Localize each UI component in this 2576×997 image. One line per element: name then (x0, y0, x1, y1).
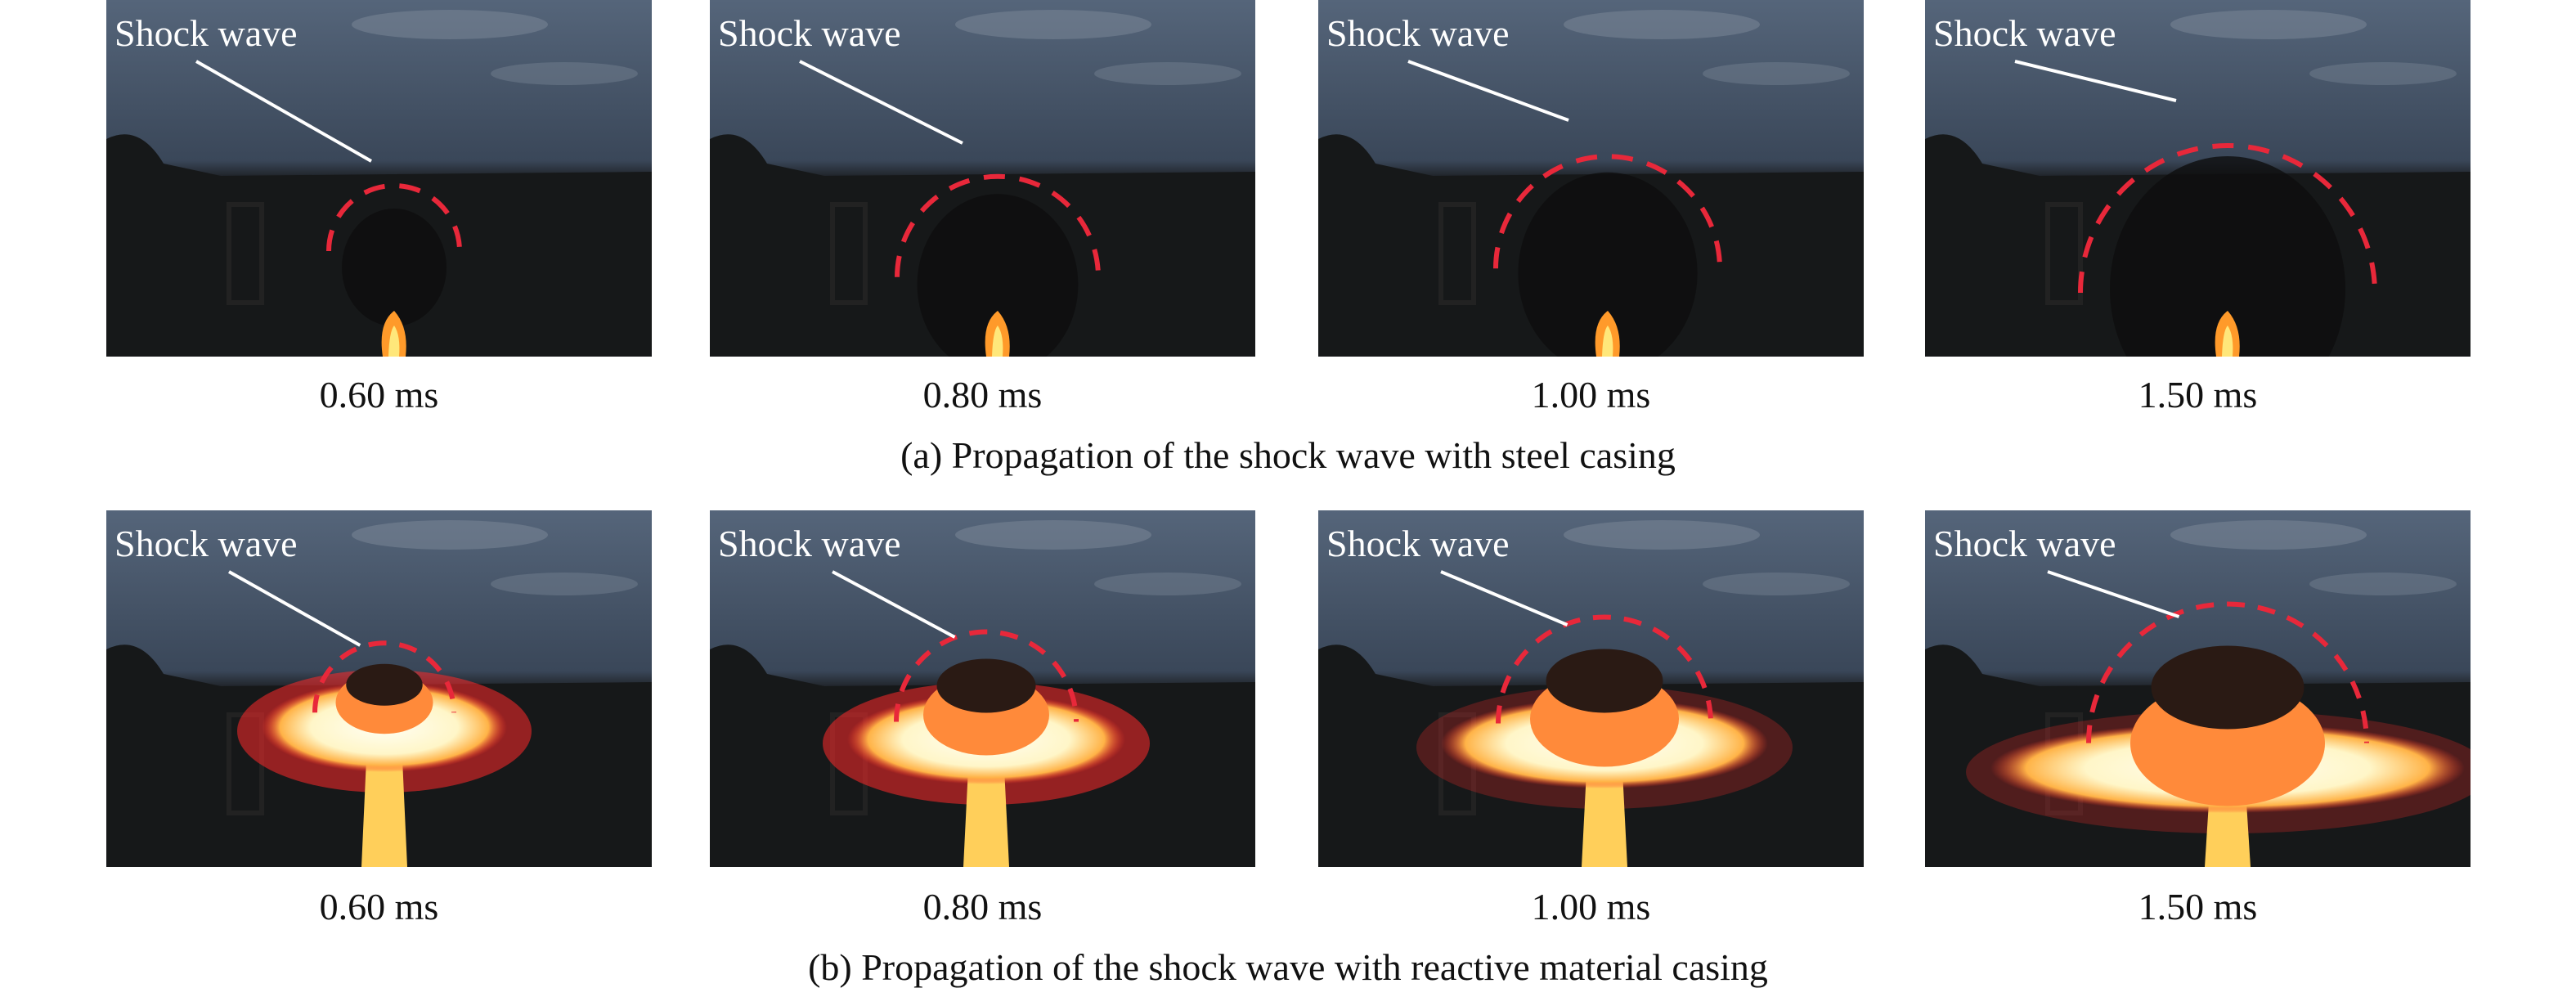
shock-wave-label: Shock wave (1933, 12, 2116, 54)
shock-front-arc (2078, 143, 2377, 294)
annotation-arrow (832, 570, 956, 639)
shock-wave-label: Shock wave (1326, 12, 1510, 54)
shock-wave-label: Shock wave (718, 523, 901, 564)
photo-panel-a-4: Shock wave (1925, 0, 2471, 357)
shock-front-arc (895, 173, 1101, 277)
annotation-arrow (195, 60, 372, 163)
annotation-arrow (1407, 60, 1569, 122)
high-speed-photo (106, 0, 652, 357)
shock-front-arc (894, 629, 1079, 722)
high-speed-photo (710, 510, 1255, 867)
time-label: 1.50 ms (2138, 886, 2258, 927)
shock-wave-label: Shock wave (1326, 523, 1510, 564)
shock-wave-label: Shock wave (114, 12, 298, 54)
annotation-arrow (2014, 60, 2177, 102)
high-speed-photo (1925, 510, 2471, 867)
shock-front-arc (312, 640, 456, 713)
shock-front-arc (2086, 601, 2369, 743)
photo-panel-a-3: Shock wave (1318, 0, 1864, 357)
caption-a: (a) Propagation of the shock wave with s… (900, 434, 1676, 476)
shock-wave-label: Shock wave (114, 523, 298, 564)
high-speed-photo (106, 510, 652, 867)
time-label: 1.00 ms (1531, 886, 1651, 927)
annotation-arrow (799, 60, 963, 145)
high-speed-photo (710, 0, 1255, 357)
time-label: 0.80 ms (922, 886, 1043, 927)
photo-panel-b-4: Shock wave (1925, 510, 2471, 867)
time-label: 1.50 ms (2138, 374, 2258, 415)
shock-front-arc (1496, 614, 1713, 724)
annotation-arrow (2047, 570, 2180, 618)
high-speed-photo (1318, 510, 1864, 867)
annotation-arrow (228, 570, 361, 647)
photo-panel-a-1: Shock wave (106, 0, 652, 357)
photo-panel-a-2: Shock wave (710, 0, 1255, 357)
time-label: 1.00 ms (1531, 374, 1651, 415)
photo-panel-b-3: Shock wave (1318, 510, 1864, 867)
shock-wave-label: Shock wave (718, 12, 901, 54)
shock-wave-label: Shock wave (1933, 523, 2116, 564)
photo-panel-b-1: Shock wave (106, 510, 652, 867)
time-label: 0.60 ms (319, 886, 439, 927)
annotation-arrow (1440, 570, 1568, 626)
high-speed-photo (1318, 0, 1864, 357)
photo-panel-b-2: Shock wave (710, 510, 1255, 867)
high-speed-photo (1925, 0, 2471, 357)
shock-front-arc (1493, 154, 1722, 269)
caption-b: (b) Propagation of the shock wave with r… (808, 946, 1768, 988)
time-label: 0.60 ms (319, 374, 439, 415)
time-label: 0.80 ms (922, 374, 1043, 415)
